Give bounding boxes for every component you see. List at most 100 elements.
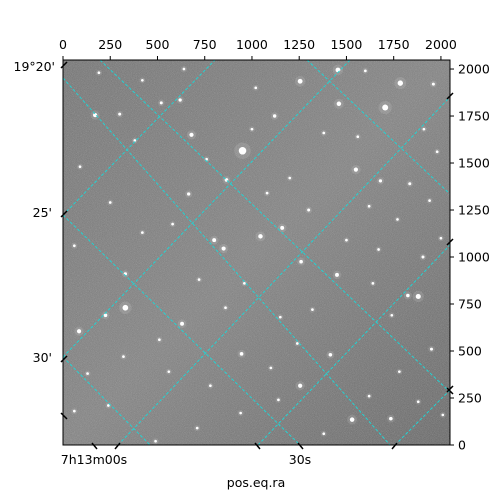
top-tick-label-1: 250 [98,37,122,52]
star-62 [441,413,445,417]
star-58 [195,426,199,430]
star-64 [141,231,144,234]
star-45 [429,347,433,351]
star-88 [363,69,367,73]
star-1 [382,104,389,111]
star-4 [415,293,421,300]
top-tick-label-2: 500 [146,37,170,52]
star-55 [122,355,125,358]
star-18 [406,293,410,298]
star-29 [408,182,412,186]
star-59 [239,411,242,415]
top-tick-label-4: 1000 [236,37,268,52]
star-47 [390,313,394,317]
right-tick-label-2: 500 [458,344,482,359]
grid-line-3 [306,60,450,195]
star-36 [159,101,163,105]
right-tick-label-6: 1500 [458,156,490,171]
ra-tick-1 [91,442,98,450]
star-23 [349,417,355,422]
dec-tick-3 [60,355,68,363]
star-14 [272,114,277,118]
star-80 [72,409,76,413]
star-41 [322,131,326,135]
star-73 [396,218,399,221]
right-tick-label-5: 1250 [458,203,490,218]
grid-line-9 [394,389,450,445]
grid-line-7 [117,96,450,445]
ra-tick-label-2: 30s [289,452,311,467]
star-49 [377,248,380,251]
star-42 [367,204,371,208]
star-5 [297,78,303,84]
star-84 [250,127,254,131]
top-tick-label-3: 750 [193,37,217,52]
star-57 [154,439,157,443]
star-78 [158,338,161,342]
star-87 [182,67,186,71]
grid-line-6 [63,60,351,358]
right-wcs-tick-3 [446,385,454,393]
grid-line-0 [99,60,450,393]
star-16 [299,259,303,264]
star-20 [180,321,184,326]
ra-tick-4 [297,442,304,450]
right-tick-label-7: 1750 [458,109,490,124]
dec-tick-4 [60,412,68,420]
star-21 [239,352,244,356]
star-86 [97,71,101,75]
star-30 [378,179,383,183]
ra-tick-5 [391,442,398,450]
right-tick-label-3: 750 [458,297,482,312]
star-35 [118,112,122,116]
top-tick-label-6: 1500 [331,37,363,52]
star-22 [298,383,303,388]
dec-tick-label-1: 19°20' [14,59,56,74]
star-25 [76,329,82,334]
dec-tick-2 [60,210,68,218]
star-8 [189,132,194,137]
right-tick-label-1: 250 [458,391,482,406]
star-2 [397,80,404,86]
star-37 [141,78,144,82]
star-15 [280,225,285,230]
dec-tick-label-2: 25' [33,205,52,220]
star-53 [209,384,212,388]
grid-line-1 [63,77,391,445]
star-48 [345,238,348,242]
star-10 [258,234,263,239]
right-wcs-ticks [446,92,454,395]
grid-line-2 [63,214,301,445]
star-6 [335,67,341,73]
dec-tick-label-3: 30' [33,350,52,365]
star-71 [288,176,292,180]
ra-tick-2 [114,442,121,450]
star-51 [295,342,299,345]
coordinate-grid [63,60,450,445]
star-38 [133,139,137,142]
right-wcs-tick-1 [446,92,454,100]
ra-tick-label-1: 7h13m00s [61,452,127,467]
right-pixel-axis: 0 250 500 750 1000 1250 1500 1750 2000 [450,62,490,453]
ra-tick-3 [254,442,261,450]
star-0 [238,147,247,155]
star-13 [93,112,98,118]
star-70 [265,191,269,195]
star-31 [431,82,435,86]
star-24 [389,416,393,421]
star-56 [86,372,89,375]
star-3 [122,304,129,311]
star-72 [356,135,360,139]
top-pixel-axis: 0 250 500 750 1000 1250 1500 1750 2000 [59,37,457,60]
star-52 [269,366,273,370]
star-77 [224,306,227,310]
top-tick-label-0: 0 [59,37,67,52]
top-tick-label-8: 2000 [425,37,457,52]
x-axis-label: pos.eq.ra [227,475,285,490]
star-67 [72,244,76,248]
star-19 [328,352,333,357]
star-69 [243,281,246,285]
top-tick-label-5: 1250 [283,37,315,52]
star-field [71,64,446,445]
